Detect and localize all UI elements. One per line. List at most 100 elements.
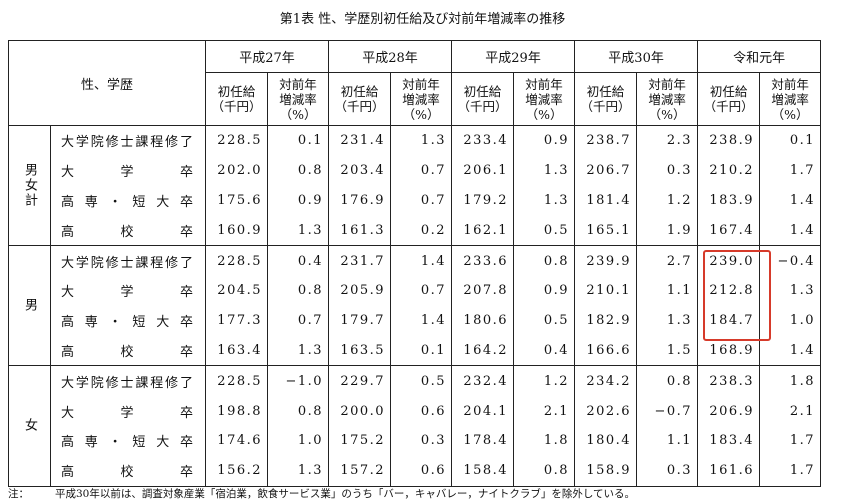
cell: 202.6: [574, 396, 638, 426]
cell: 1.8: [759, 365, 822, 397]
cell: 157.2: [328, 455, 392, 487]
cell: 203.4: [328, 155, 392, 186]
cell: 166.6: [574, 335, 638, 367]
cell: 0.7: [390, 185, 453, 216]
row-label: 高校卒: [49, 215, 207, 247]
cell: 232.4: [451, 365, 515, 397]
cell: 207.8: [451, 275, 515, 306]
header-row: 性、学歴 平成27年 平成28年 平成29年 平成30年 令和元年: [7, 40, 822, 126]
cell: 0.1: [390, 335, 453, 367]
cell: 180.6: [451, 305, 515, 336]
cell: 1.4: [759, 185, 822, 216]
data-row: 高校卒 163.4 1.3 163.5 0.1 164.2 0.4 166.6 1.5 168.9…: [9, 335, 822, 367]
subheader: 対前年 増減率 （%）: [267, 72, 330, 126]
cell: 204.1: [451, 396, 515, 426]
cell: 0.7: [390, 155, 453, 186]
cell: 1.3: [513, 155, 576, 186]
row-label: 高校卒: [49, 455, 207, 487]
subheader: 初任給 （千円）: [451, 72, 515, 126]
subheader: 初任給 （千円）: [328, 72, 392, 126]
cell: 200.0: [328, 396, 392, 426]
data-row: 女大学院修士課程修了 228.5 −1.0 229.7 0.5 232.4 1.2 234.2…: [8, 365, 822, 487]
cell: −1.0: [267, 365, 330, 397]
cell: 156.2: [205, 455, 269, 487]
cell: 0.8: [513, 455, 576, 487]
data-row: 男大学院修士課程修了 228.5 0.4 231.7 1.4 233.6 0.8 239.9 2…: [8, 245, 822, 367]
row-label: 大学卒: [49, 275, 207, 306]
data-row: 男女計 大学院修士課程修了 228.5 0.1 231.4 1.3 233.4 0.9 238.…: [8, 124, 822, 247]
subheader: 対前年 増減率 （%）: [636, 72, 699, 126]
cell: 1.7: [759, 455, 822, 487]
row-label: 高専・短大卒: [49, 425, 207, 456]
cell: 161.3: [328, 215, 392, 247]
cell: 2.1: [513, 396, 576, 426]
year: 平成27年: [205, 40, 330, 73]
data-row: 大学卒 204.5 0.8 205.9 0.7 207.8 0.9 210.1 1.1 212.8…: [9, 275, 822, 306]
note-text: 平成30年以前は、調査対象産業「宿泊業，飲食サービス業」のうち「バー，キャバレー…: [55, 488, 636, 500]
cell: 0.1: [267, 124, 330, 156]
cell: 234.2: [574, 365, 638, 397]
cell: 183.4: [697, 425, 761, 456]
cell: 0.3: [390, 425, 453, 456]
cell: 176.9: [328, 185, 392, 216]
cell: 167.4: [697, 215, 761, 247]
cell: 1.3: [267, 215, 330, 247]
cell: 0.6: [390, 455, 453, 487]
cell: 2.3: [636, 124, 699, 156]
note: 注： 平成30年以前は、調査対象産業「宿泊業，飲食サービス業」のうち「バー，キャバ…: [8, 486, 661, 501]
salary-table: 性、学歴 平成27年 平成28年 平成29年 平成30年 令和元年 初任給 （千円） 対前年 …: [7, 40, 822, 487]
cell: 160.9: [205, 215, 269, 247]
cell: 238.3: [697, 365, 761, 397]
cell: 184.7: [697, 305, 761, 336]
subheader: 初任給 （千円）: [574, 72, 638, 126]
year: 平成29年: [451, 40, 576, 73]
cell: 0.5: [390, 365, 453, 397]
cell: 0.8: [636, 365, 699, 397]
row-label: 高校卒: [49, 335, 207, 367]
cell: 0.6: [390, 396, 453, 426]
cell: 0.7: [390, 275, 453, 306]
cell: 2.7: [636, 245, 699, 276]
data-row: 大学卒 198.8 0.8 200.0 0.6 204.1 2.1 202.6 −0.7 206.…: [9, 396, 822, 426]
cell: 210.1: [574, 275, 638, 306]
data-row: 大学卒 202.0 0.8 203.4 0.7 206.1 1.3 206.7 0.3 210.2…: [9, 155, 822, 186]
cell: 0.8: [513, 245, 576, 276]
cell: 181.4: [574, 185, 638, 216]
cell: 163.5: [328, 335, 392, 367]
cell: 206.7: [574, 155, 638, 186]
group-label: 男: [8, 245, 51, 367]
cell: 183.9: [697, 185, 761, 216]
year: 令和元年: [697, 40, 822, 73]
cell: 1.4: [759, 335, 822, 367]
cell: 1.4: [390, 245, 453, 276]
cell: 1.3: [636, 305, 699, 336]
subheader: 初任給 （千円）: [697, 72, 761, 126]
cell: 2.1: [759, 396, 822, 426]
cell: 177.3: [205, 305, 269, 336]
cell: 231.4: [328, 124, 392, 156]
cell: 0.8: [267, 275, 330, 306]
cell: 1.3: [267, 455, 330, 487]
cell: 1.3: [390, 124, 453, 156]
data-row: 高校卒 160.9 1.3 161.3 0.2 162.1 0.5 165.1 1.9 167.4…: [9, 215, 822, 247]
cell: 162.1: [451, 215, 515, 247]
cell: 239.9: [574, 245, 638, 276]
cell: 210.2: [697, 155, 761, 186]
cell: 229.7: [328, 365, 392, 397]
cell: 0.2: [390, 215, 453, 247]
year: 平成28年: [328, 40, 453, 73]
corner: 性、学歴: [7, 40, 207, 126]
cell: 1.1: [636, 425, 699, 456]
cell: −0.7: [636, 396, 699, 426]
cell: 0.3: [636, 455, 699, 487]
subheader: 初任給 （千円）: [205, 72, 269, 126]
cell: 231.7: [328, 245, 392, 276]
data-row: 高専・短大卒 174.6 1.0 175.2 0.3 178.4 1.8 180.4 1.1 18…: [9, 425, 822, 456]
cell: 180.4: [574, 425, 638, 456]
row-label: 大学卒: [49, 155, 207, 186]
cell: 175.6: [205, 185, 269, 216]
subheader: 対前年 増減率 （%）: [759, 72, 822, 126]
cell: 163.4: [205, 335, 269, 367]
cell: 1.7: [759, 155, 822, 186]
row-label: 大学院修士課程修了: [49, 365, 207, 397]
